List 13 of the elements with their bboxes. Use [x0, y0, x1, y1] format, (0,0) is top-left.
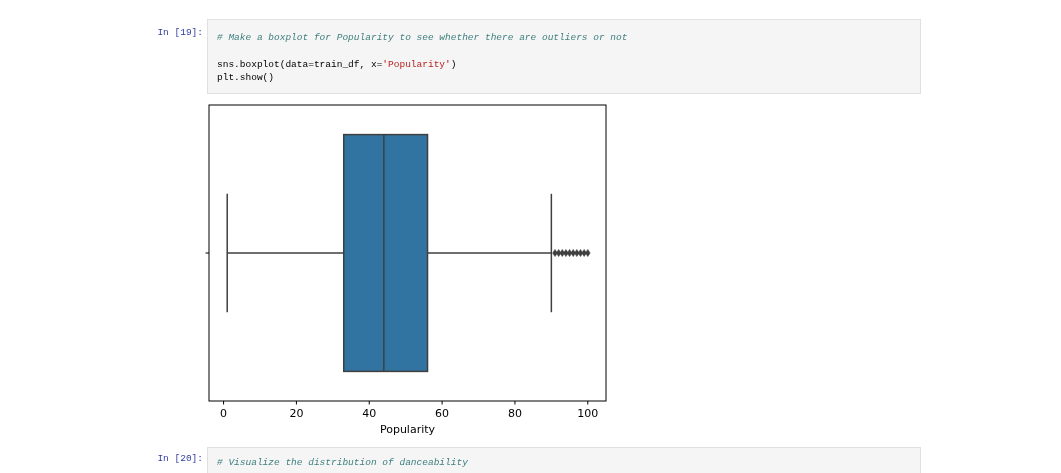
- text: plt.show(): [217, 71, 275, 83]
- text: In [19]:: [157, 27, 203, 38]
- x-axis-title: Popularity: [379, 423, 436, 436]
- x-tick-label: 60: [435, 407, 450, 420]
- x-tick-label: 80: [507, 407, 522, 420]
- text: sns.boxplot(data=train_df, x='Popularity'): [217, 58, 457, 70]
- text: # Visualize the distribution of danceability: [217, 457, 469, 468]
- text: In [20]:: [157, 453, 203, 464]
- x-tick-label: 100: [577, 407, 599, 420]
- text: # Make a boxplot for Popularity to see whether there are outliers or not: [217, 32, 628, 43]
- x-tick-label: 40: [362, 407, 377, 420]
- x-tick-label: 0: [220, 407, 228, 420]
- x-tick-label: 20: [289, 407, 304, 420]
